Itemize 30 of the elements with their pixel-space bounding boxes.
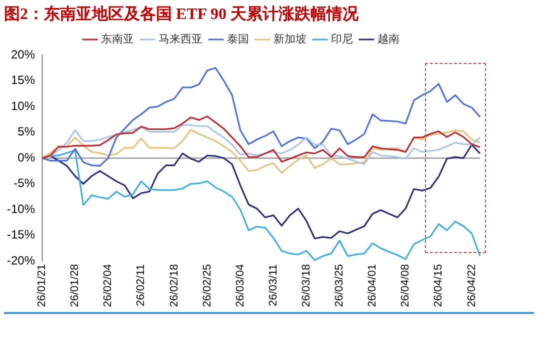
x-tick-label: 26/04/15 bbox=[432, 264, 445, 308]
y-tick-label: -15% bbox=[7, 228, 36, 242]
y-tick-label: 10% bbox=[10, 98, 36, 113]
x-tick-label: 26/04/22 bbox=[466, 264, 478, 308]
x-tick-label: 26/03/11 bbox=[267, 264, 280, 306]
y-tick-label: 15% bbox=[10, 73, 36, 88]
x-tick-label: 26/01/21 bbox=[36, 264, 48, 308]
x-tick-label: 26/02/11 bbox=[135, 264, 148, 306]
x-tick-label: 26/02/18 bbox=[168, 264, 180, 308]
legend-label: 泰国 bbox=[227, 32, 249, 46]
legend-label: 东南亚 bbox=[101, 32, 134, 46]
legend-label: 马来西亚 bbox=[158, 32, 202, 46]
x-tick-label: 26/04/08 bbox=[400, 264, 412, 308]
y-tick-label: 5% bbox=[18, 124, 36, 139]
chart-title: 图2：东南亚地区及各国 ETF 90 天累计涨跌幅情况 bbox=[4, 4, 359, 25]
x-tick-label: 26/04/01 bbox=[366, 264, 379, 308]
x-tick-label: 26/03/25 bbox=[334, 264, 346, 308]
x-tick-label: 26/03/18 bbox=[300, 264, 312, 308]
x-tick-label: 26/02/25 bbox=[201, 264, 214, 308]
y-tick-label: -20% bbox=[7, 253, 36, 268]
y-tick-label: 20% bbox=[10, 47, 36, 62]
x-tick-label: 26/03/04 bbox=[234, 264, 246, 308]
x-tick-label: 26/01/28 bbox=[69, 264, 82, 308]
y-tick-label: -5% bbox=[14, 176, 36, 190]
legend-label: 新加坡 bbox=[274, 32, 306, 46]
y-tick-label: -10% bbox=[7, 202, 36, 216]
y-tick-label: 0% bbox=[18, 150, 36, 164]
legend-label: 印尼 bbox=[331, 32, 353, 46]
x-tick-label: 26/02/04 bbox=[102, 264, 114, 308]
legend-label: 越南 bbox=[378, 32, 400, 46]
